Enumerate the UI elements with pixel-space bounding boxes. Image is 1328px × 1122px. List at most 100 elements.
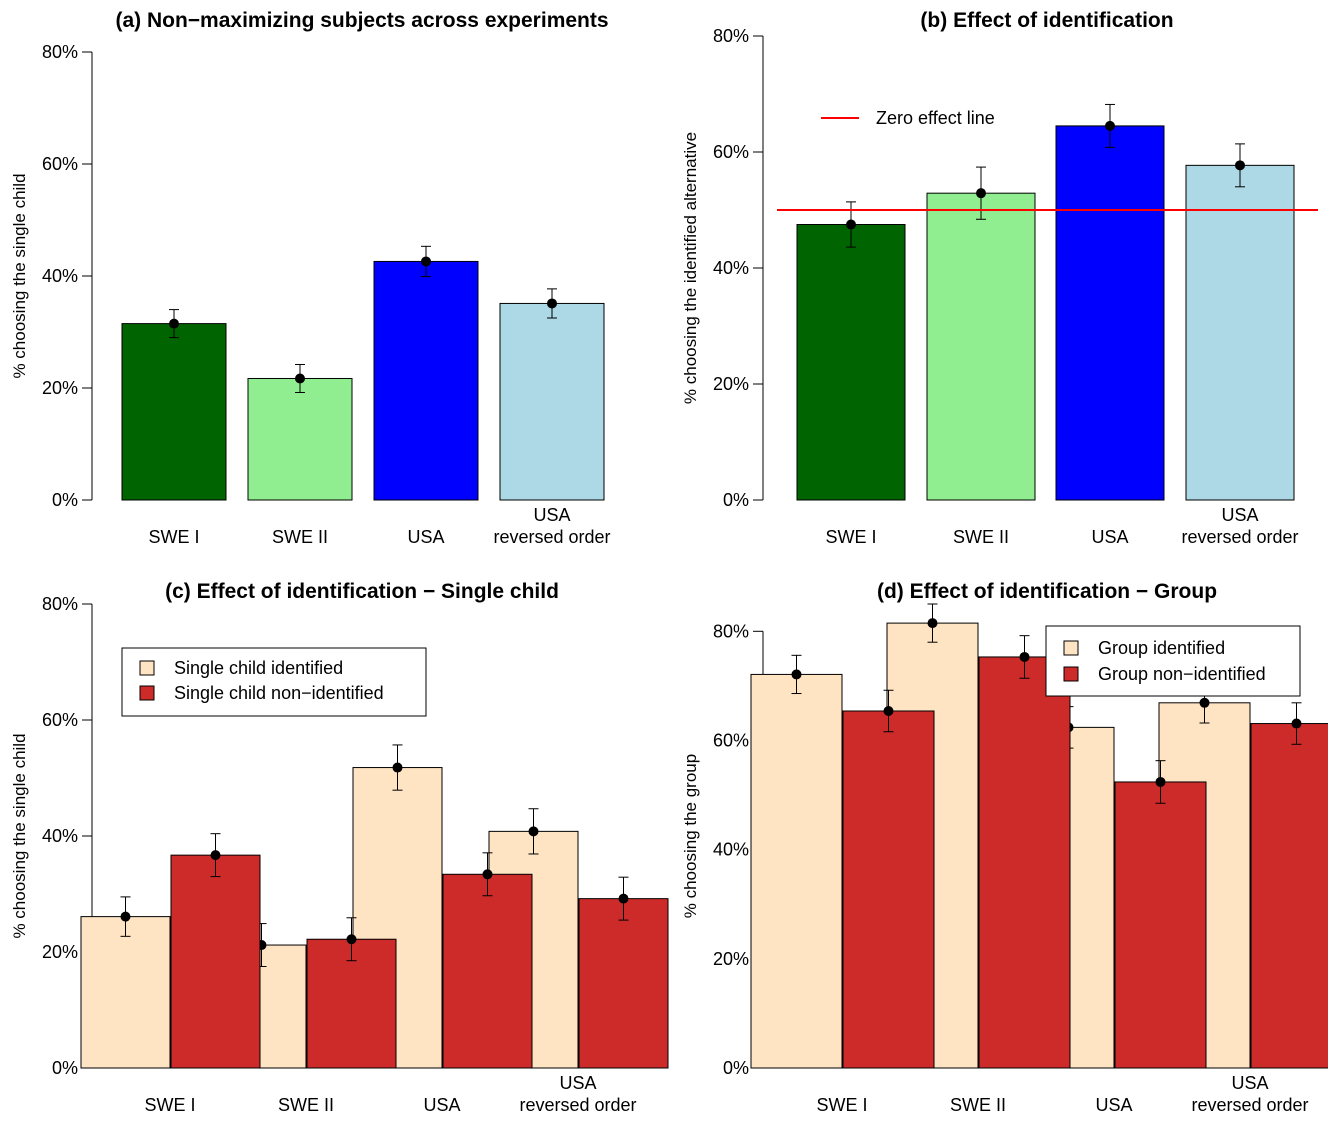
panel-a-x-tick-label: reversed order [493, 527, 610, 547]
panel-d-bar-swe-ii-group-non-identified-point [1019, 651, 1030, 662]
panel-c-y-tick-label: 0% [52, 1058, 78, 1078]
panel-a-bar-swe-ii [247, 377, 353, 501]
panel-d-y-axis-label: % choosing the group [681, 754, 700, 918]
panel-c-legend-label-single-child-identified: Single child identified [174, 658, 343, 678]
panel-b-x-tick-label: SWE II [953, 527, 1009, 547]
panel-d-x-tick-label: reversed order [1191, 1095, 1308, 1115]
panel-b-bar-swe-i-point [846, 219, 856, 230]
panel-d-y-tick-label: 40% [713, 840, 749, 860]
panel-b-legend-label: Zero effect line [876, 108, 995, 128]
panel-c-bar-usa-single-child-non-identified-point [482, 869, 493, 880]
panel-b-title: (b) Effect of identification [920, 9, 1173, 32]
panel-a-x-tick-label: USA [533, 505, 570, 525]
panel-b-x-tick-label: reversed order [1181, 527, 1298, 547]
panel-a-y-tick-label: 0% [52, 490, 78, 510]
panel-d-legend-box [1045, 625, 1301, 697]
panel-c-bar-swe-i-single-child-identified-point [120, 911, 131, 922]
panel-d-bar-usa-group-non-identified [1114, 781, 1207, 1069]
panel-a-bar-usa-reversed-order [499, 302, 605, 501]
panel-a-bar-swe-i [121, 323, 227, 501]
panel-c-bar-usa-reversed-order-single-child-non-identified [578, 898, 669, 1069]
panel-b-y-tick-label: 40% [713, 258, 749, 278]
panel-d-bar-swe-i-group-non-identified [842, 710, 935, 1069]
panel-c-legend-label-single-child-non-identified: Single child non−identified [174, 683, 384, 703]
panel-c-x-tick-label: USA [423, 1095, 460, 1115]
panel-b-bar-usa [1055, 125, 1165, 501]
panel-d-legend-label-group-non-identified: Group non−identified [1098, 664, 1266, 684]
panel-d-legend-swatch-group-non-identified [1063, 666, 1079, 682]
panel-b: (b) Effect of identification 0% 20% 40% 60% 8… [681, 9, 1318, 547]
panel-c-bar-swe-i-single-child-identified [80, 916, 171, 1069]
panel-a-bar-usa [373, 260, 479, 501]
panel-a-y-axis-label: % choosing the single child [10, 173, 29, 378]
panel-b-bar-usa-reversed-order-point [1235, 160, 1245, 171]
panel-b-bar-swe-ii-point [976, 188, 986, 199]
panel-c-x-tick-label: SWE I [144, 1095, 195, 1115]
panel-d-x-tick-label: SWE II [950, 1095, 1006, 1115]
panel-d-legend-swatch-group-identified [1063, 640, 1079, 656]
panel-a-y-tick-label: 80% [42, 42, 78, 62]
panel-d-bar-swe-ii-group-non-identified [978, 656, 1071, 1069]
panel-b-bar-usa-point [1105, 120, 1115, 131]
panel-d-x-tick-label: USA [1231, 1073, 1268, 1093]
panel-b-x-tick-label: USA [1221, 505, 1258, 525]
panel-b-x-tick-label: USA [1091, 527, 1128, 547]
panel-d-bar-usa-reversed-order-group-identified-point [1199, 697, 1210, 708]
panel-c-y-tick-label: 20% [42, 942, 78, 962]
panel-d-bar-usa-reversed-order-group-non-identified-point [1291, 718, 1302, 729]
panel-c-bar-swe-ii-single-child-non-identified-point [346, 934, 357, 945]
panel-d-bar-swe-i-group-non-identified-point [883, 705, 894, 716]
panel-a-x-tick-label: SWE II [272, 527, 328, 547]
panel-b-bar-swe-ii [926, 192, 1036, 501]
panel-a-bar-usa-reversed-order-point [547, 298, 557, 309]
panel-b-y-tick-label: 60% [713, 142, 749, 162]
panel-d-x-tick-label: USA [1095, 1095, 1132, 1115]
panel-d-y-tick-label: 20% [713, 949, 749, 969]
panel-c-x-tick-label: reversed order [519, 1095, 636, 1115]
panel-a-title: (a) Non−maximizing subjects across exper… [115, 9, 608, 32]
panel-d-y-tick-label: 80% [713, 621, 749, 641]
panel-d-y-tick-label: 0% [723, 1058, 749, 1078]
panel-a-bar-swe-i-point [169, 318, 179, 329]
panel-c-y-axis-label: % choosing the single child [10, 733, 29, 938]
panel-c-x-tick-label: SWE II [278, 1095, 334, 1115]
panel-c-bar-usa-single-child-non-identified [442, 873, 533, 1069]
panel-b-y-tick-label: 20% [713, 374, 749, 394]
panel-a-bar-usa-point [421, 256, 431, 267]
panel-a-y-tick-label: 20% [42, 378, 78, 398]
panel-a-y-tick-label: 40% [42, 266, 78, 286]
panel-a-x-tick-label: USA [407, 527, 444, 547]
panel-c-y-tick-label: 40% [42, 826, 78, 846]
panel-b-bar-usa-reversed-order [1185, 164, 1295, 501]
panel-c-bar-swe-i-single-child-non-identified-point [210, 850, 221, 861]
panel-a-bar-swe-ii-point [295, 373, 305, 384]
panel-d-bar-usa-group-non-identified-point [1155, 776, 1166, 787]
panel-c-title: (c) Effect of identification − Single ch… [165, 580, 559, 603]
panel-b-y-tick-label: 80% [713, 26, 749, 46]
panel-c-bar-usa-reversed-order-single-child-non-identified-point [618, 893, 629, 904]
panel-c-legend-box [121, 647, 427, 717]
panel-a-x-tick-label: SWE I [148, 527, 199, 547]
panel-d-x-tick-label: SWE I [816, 1095, 867, 1115]
panel-d-bar-swe-i-group-identified-point [791, 669, 802, 680]
panel-c: (c) Effect of identification − Single ch… [10, 580, 669, 1115]
panel-c-bar-usa-reversed-order-single-child-identified-point [528, 826, 539, 837]
panel-c-legend-swatch-single-child-non-identified [139, 685, 155, 701]
panel-b-x-tick-label: SWE I [825, 527, 876, 547]
panel-d-y-tick-label: 60% [713, 730, 749, 750]
panel-b-bar-swe-i [796, 224, 906, 501]
panel-c-bar-usa-single-child-identified-point [392, 762, 403, 773]
panel-d-bar-swe-i-group-identified [750, 673, 843, 1069]
panel-d-legend-label-group-identified: Group identified [1098, 638, 1225, 658]
panel-d-title: (d) Effect of identification − Group [877, 580, 1217, 603]
panel-d: (d) Effect of identification − Group 0% 20… [681, 580, 1328, 1115]
panel-c-legend-swatch-single-child-identified [139, 660, 155, 676]
panel-b-y-tick-label: 0% [723, 490, 749, 510]
panel-c-y-tick-label: 60% [42, 710, 78, 730]
panel-d-bar-swe-ii-group-identified-point [927, 618, 938, 629]
panel-a: (a) Non−maximizing subjects across exper… [10, 9, 611, 547]
panel-c-x-tick-label: USA [559, 1073, 596, 1093]
panel-b-y-axis-label: % choosing the identified alternative [681, 132, 700, 404]
